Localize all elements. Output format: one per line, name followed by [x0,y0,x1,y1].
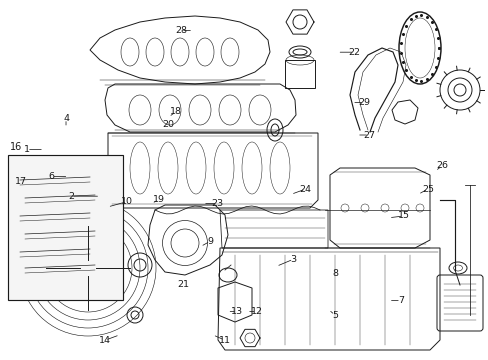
Text: 23: 23 [211,199,223,208]
Text: 3: 3 [290,255,296,264]
Text: 1: 1 [24,145,30,154]
Text: 29: 29 [358,98,369,107]
Text: 17: 17 [15,177,26,186]
Text: 13: 13 [231,307,243,316]
Text: 19: 19 [153,195,164,204]
Text: 7: 7 [397,296,403,305]
Text: 6: 6 [48,172,54,181]
Text: 16: 16 [10,142,22,152]
Text: 20: 20 [163,120,174,129]
Text: 15: 15 [397,211,408,220]
Bar [285,60,314,88]
Text: 28: 28 [175,26,186,35]
Text: 25: 25 [421,184,433,194]
Text: 8: 8 [331,269,337,278]
Text: 2: 2 [68,192,74,201]
Text: 10: 10 [121,197,133,206]
Text: 26: 26 [436,161,447,170]
Text: 4: 4 [63,114,69,123]
Text: 18: 18 [170,107,182,116]
Text: 9: 9 [207,237,213,246]
Bar [8,155,123,300]
Text: 5: 5 [331,310,337,320]
Text: 27: 27 [363,130,374,139]
Text: 21: 21 [177,280,189,289]
Text: 22: 22 [348,48,360,57]
Text: 11: 11 [219,336,230,345]
Text: 24: 24 [299,184,311,194]
Text: 14: 14 [99,336,111,345]
Text: 12: 12 [250,307,262,316]
